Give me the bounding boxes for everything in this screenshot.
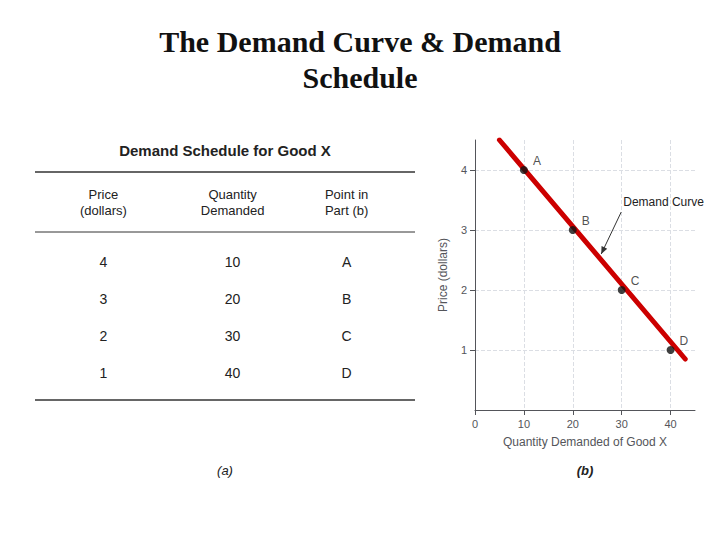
svg-text:2: 2	[100, 328, 108, 344]
svg-text:B: B	[582, 214, 590, 228]
svg-text:(a): (a)	[217, 463, 233, 478]
svg-text:4: 4	[461, 164, 467, 176]
svg-text:(dollars): (dollars)	[80, 203, 127, 218]
svg-text:C: C	[342, 328, 352, 344]
svg-text:D: D	[680, 334, 689, 348]
svg-text:4: 4	[100, 254, 108, 270]
svg-text:30: 30	[616, 418, 628, 430]
svg-text:C: C	[631, 274, 640, 288]
svg-text:Demand Curve: Demand Curve	[623, 195, 704, 209]
svg-text:10: 10	[225, 254, 241, 270]
svg-text:3: 3	[100, 291, 108, 307]
svg-text:40: 40	[664, 418, 676, 430]
svg-text:A: A	[533, 154, 541, 168]
svg-text:20: 20	[225, 291, 241, 307]
svg-text:40: 40	[225, 365, 241, 381]
svg-text:B: B	[342, 291, 351, 307]
svg-text:Part (b): Part (b)	[325, 203, 368, 218]
svg-text:Demand Schedule for Good X: Demand Schedule for Good X	[119, 142, 331, 159]
svg-text:1: 1	[100, 365, 108, 381]
svg-text:Quantity: Quantity	[208, 187, 257, 202]
svg-text:Price: Price	[89, 187, 119, 202]
svg-text:3: 3	[461, 224, 467, 236]
svg-text:0: 0	[472, 418, 478, 430]
svg-text:(b): (b)	[577, 463, 594, 478]
svg-text:D: D	[342, 365, 352, 381]
svg-text:Demanded: Demanded	[201, 203, 265, 218]
svg-text:The Demand Curve & Demand: The Demand Curve & Demand	[159, 25, 561, 58]
svg-text:2: 2	[461, 284, 467, 296]
svg-text:Point in: Point in	[325, 187, 368, 202]
svg-text:30: 30	[225, 328, 241, 344]
svg-text:20: 20	[567, 418, 579, 430]
svg-text:A: A	[342, 254, 352, 270]
svg-text:Price (dollars): Price (dollars)	[436, 238, 450, 312]
svg-text:1: 1	[461, 344, 467, 356]
svg-text:10: 10	[518, 418, 530, 430]
svg-text:Schedule: Schedule	[302, 61, 417, 94]
svg-text:Quantity Demanded of Good X: Quantity Demanded of Good X	[503, 435, 667, 449]
